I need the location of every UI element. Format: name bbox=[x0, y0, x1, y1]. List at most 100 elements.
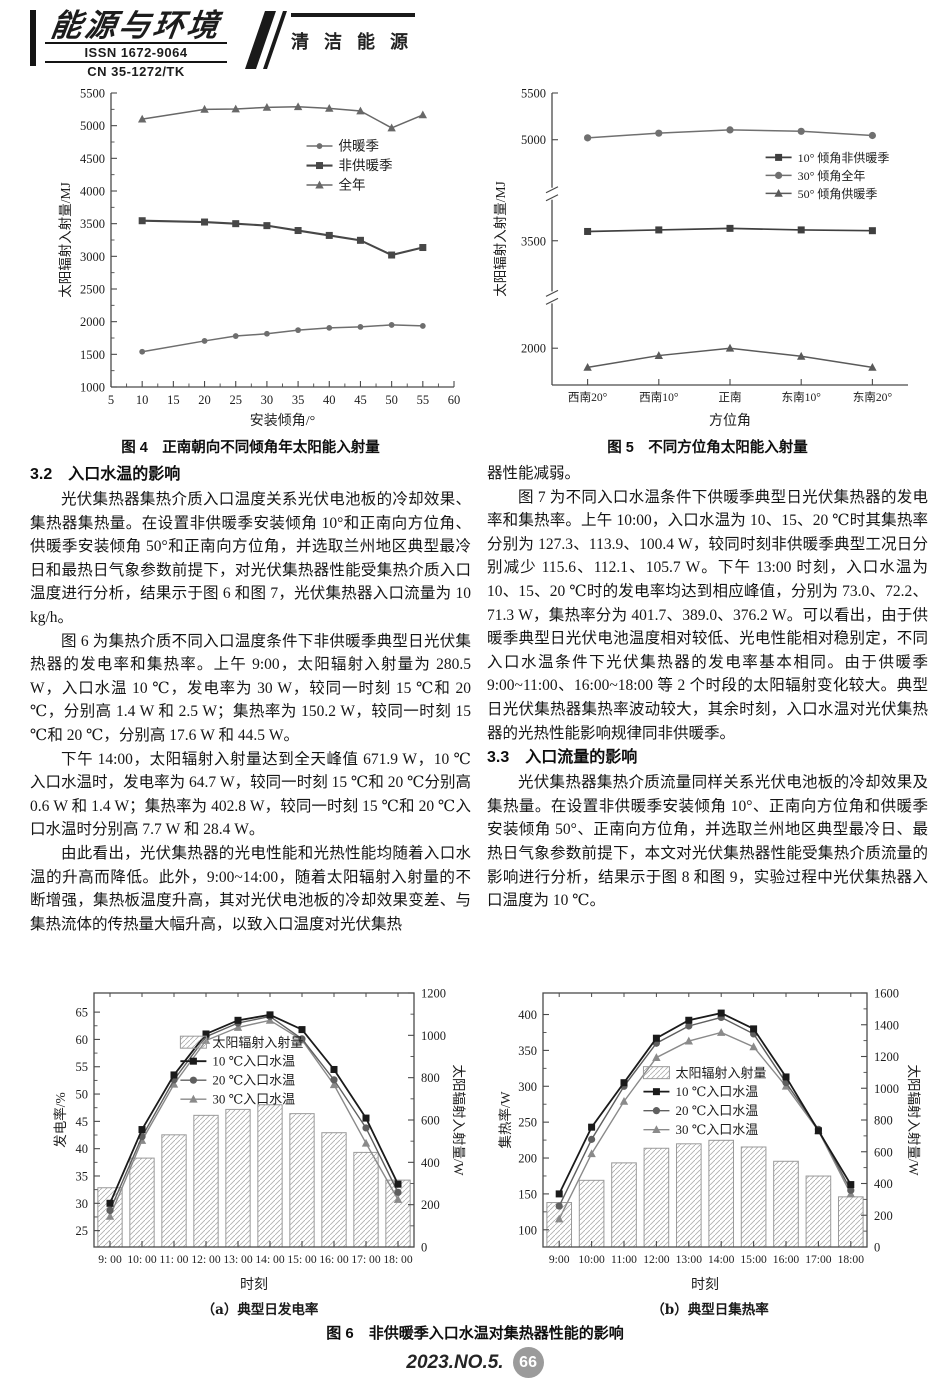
svg-text:20 ℃入口水温: 20 ℃入口水温 bbox=[675, 1103, 758, 1118]
svg-text:40: 40 bbox=[323, 393, 336, 407]
svg-text:3000: 3000 bbox=[80, 250, 105, 264]
svg-text:60: 60 bbox=[76, 1033, 89, 1047]
svg-text:10: 00: 10: 00 bbox=[127, 1253, 157, 1266]
masthead-slash-marks bbox=[245, 11, 287, 69]
svg-text:10: 10 bbox=[136, 393, 149, 407]
page-footer: 2023.NO.5. 66 bbox=[0, 1347, 950, 1378]
svg-text:35: 35 bbox=[76, 1169, 89, 1183]
svg-text:非供暖季: 非供暖季 bbox=[339, 158, 393, 173]
paragraph: 光伏集热器集热介质流量同样关系光伏电池板的冷却效果及集热量。在设置非供暖季安装倾… bbox=[487, 774, 928, 910]
svg-text:1400: 1400 bbox=[874, 1018, 899, 1032]
paragraph: 图 6 为集热介质不同入口温度条件下非供暖季典型日光伏集热器的发电率和集热率。上… bbox=[30, 632, 471, 744]
fig5-caption: 图 5 不同方位角太阳能入射量 bbox=[607, 440, 808, 456]
svg-text:1000: 1000 bbox=[80, 381, 105, 395]
section-3-2-heading: 3.2 入口水温的影响 bbox=[30, 466, 181, 483]
svg-text:13: 00: 13: 00 bbox=[223, 1253, 253, 1266]
svg-text:400: 400 bbox=[518, 1008, 537, 1022]
svg-text:10 ℃入口水温: 10 ℃入口水温 bbox=[675, 1084, 758, 1099]
svg-text:30 ℃入口水温: 30 ℃入口水温 bbox=[675, 1122, 758, 1137]
svg-text:太阳辐射入射量/W: 太阳辐射入射量/W bbox=[451, 1065, 466, 1176]
right-text-column: 图 5 不同方位角太阳能入射量 器性能减弱。 图 7 为不同入口水温条件下供暖季… bbox=[487, 437, 928, 985]
svg-text:350: 350 bbox=[518, 1044, 537, 1058]
issue-label: 2023.NO.5. bbox=[406, 1351, 504, 1373]
svg-text:14:00: 14:00 bbox=[708, 1253, 735, 1266]
svg-text:1500: 1500 bbox=[80, 348, 105, 362]
svg-text:发电率/%: 发电率/% bbox=[52, 1092, 68, 1148]
svg-text:60: 60 bbox=[448, 393, 461, 407]
svg-text:全年: 全年 bbox=[339, 177, 366, 193]
svg-text:50: 50 bbox=[76, 1088, 89, 1102]
svg-text:400: 400 bbox=[421, 1156, 440, 1170]
svg-text:0: 0 bbox=[874, 1241, 880, 1255]
svg-text:时刻: 时刻 bbox=[691, 1277, 719, 1293]
svg-text:600: 600 bbox=[421, 1114, 440, 1128]
svg-text:2000: 2000 bbox=[521, 342, 546, 356]
paragraph: 由此看出，光伏集热器的光电性能和光热性能均随着入口水温的升高而降低。此外，9:0… bbox=[30, 844, 471, 933]
svg-text:45: 45 bbox=[76, 1115, 89, 1129]
section-3-3-heading: 3.3 入口流量的影响 bbox=[487, 749, 638, 767]
left-text-column: 图 4 正南朝向不同倾角年太阳能入射量 3.2 入口水温的影响 光伏集热器集热介… bbox=[30, 437, 471, 985]
svg-text:50° 倾角供暖季: 50° 倾角供暖季 bbox=[798, 187, 878, 201]
svg-text:16: 00: 16: 00 bbox=[319, 1253, 349, 1266]
svg-text:1200: 1200 bbox=[421, 987, 446, 1001]
fig6-caption: 图 6 非供暖季入口水温对集热器性能的影响 bbox=[326, 1325, 624, 1342]
journal-masthead: 能源与环境 ISSN 1672-9064 CN 35-1272/TK 清洁能源 bbox=[30, 8, 423, 80]
svg-text:11: 00: 11: 00 bbox=[160, 1253, 189, 1266]
fig4-line-chart: 1000 1500 2000 2500 3000 3500 4000 4500 5000 5500… bbox=[55, 85, 470, 433]
svg-text:20: 20 bbox=[198, 393, 211, 407]
svg-text:55: 55 bbox=[417, 393, 430, 407]
svg-text:55: 55 bbox=[76, 1060, 89, 1074]
svg-text:18:00: 18:00 bbox=[838, 1253, 865, 1266]
svg-text:800: 800 bbox=[421, 1071, 440, 1085]
svg-text:2000: 2000 bbox=[80, 315, 105, 329]
svg-text:5000: 5000 bbox=[80, 119, 105, 133]
svg-text:时刻: 时刻 bbox=[240, 1277, 268, 1293]
svg-text:5500: 5500 bbox=[80, 87, 105, 101]
svg-text:150: 150 bbox=[518, 1187, 537, 1201]
svg-text:太阳辐射入射量/W: 太阳辐射入射量/W bbox=[906, 1065, 921, 1176]
column-title: 清洁能源 bbox=[291, 32, 423, 52]
svg-text:100: 100 bbox=[518, 1223, 537, 1237]
svg-text:15: 00: 15: 00 bbox=[287, 1253, 317, 1266]
svg-text:13:00: 13:00 bbox=[676, 1253, 703, 1266]
svg-text:250: 250 bbox=[518, 1116, 537, 1130]
svg-text:太阳辐射入射量: 太阳辐射入射量 bbox=[212, 1035, 303, 1050]
slash-thick bbox=[245, 11, 276, 69]
svg-text:5000: 5000 bbox=[521, 133, 546, 147]
svg-text:50: 50 bbox=[385, 393, 398, 407]
svg-text:3500: 3500 bbox=[80, 217, 105, 231]
svg-text:11:00: 11:00 bbox=[611, 1253, 637, 1266]
svg-text:600: 600 bbox=[874, 1145, 893, 1159]
page-number-badge: 66 bbox=[512, 1347, 544, 1378]
svg-text:3500: 3500 bbox=[521, 234, 546, 248]
svg-text:5: 5 bbox=[108, 393, 114, 407]
svg-text:45: 45 bbox=[354, 393, 367, 407]
svg-text:12: 00: 12: 00 bbox=[191, 1253, 221, 1266]
svg-text:5500: 5500 bbox=[521, 87, 546, 101]
fig4-caption: 图 4 正南朝向不同倾角年太阳能入射量 bbox=[121, 440, 380, 456]
fig6a-combo-chart: 25 30 35 40 45 50 55 60 65 0 200 400 600 800 1000 1200 9… bbox=[50, 985, 470, 1297]
svg-text:东南20°: 东南20° bbox=[853, 390, 893, 404]
journal-cn-number: CN 35-1272/TK bbox=[87, 64, 185, 79]
paragraph: 图 7 为不同入口水温条件下供暖季典型日光伏集热器的发电率和集热率。上午 10:… bbox=[487, 488, 928, 742]
svg-text:方位角: 方位角 bbox=[709, 413, 751, 429]
svg-text:30° 倾角全年: 30° 倾角全年 bbox=[798, 168, 866, 183]
svg-text:安装倾角/°: 安装倾角/° bbox=[250, 413, 316, 429]
svg-text:1000: 1000 bbox=[874, 1082, 899, 1096]
svg-text:集热率/W: 集热率/W bbox=[497, 1091, 513, 1148]
svg-text:西南10°: 西南10° bbox=[639, 390, 679, 404]
svg-text:2500: 2500 bbox=[80, 283, 105, 297]
svg-text:17: 00: 17: 00 bbox=[351, 1253, 381, 1266]
svg-text:35: 35 bbox=[292, 393, 305, 407]
paragraph: 下午 14:00，太阳辐射入射量达到全天峰值 671.9 W，10 ℃入口水温时… bbox=[30, 750, 471, 839]
svg-text:10° 倾角非供暖季: 10° 倾角非供暖季 bbox=[798, 151, 890, 165]
svg-text:太阳辐射入射量/MJ: 太阳辐射入射量/MJ bbox=[493, 181, 508, 297]
svg-text:25: 25 bbox=[229, 393, 242, 407]
svg-text:10 ℃入口水温: 10 ℃入口水温 bbox=[212, 1054, 295, 1069]
svg-text:9:00: 9:00 bbox=[549, 1253, 570, 1266]
paragraph: 光伏集热器集热介质入口温度关系光伏电池板的冷却效果、集热器集热量。在设置非供暖季… bbox=[30, 491, 471, 626]
svg-text:9: 00: 9: 00 bbox=[98, 1253, 122, 1266]
column-title-rule bbox=[291, 13, 415, 17]
svg-text:1600: 1600 bbox=[874, 987, 899, 1001]
